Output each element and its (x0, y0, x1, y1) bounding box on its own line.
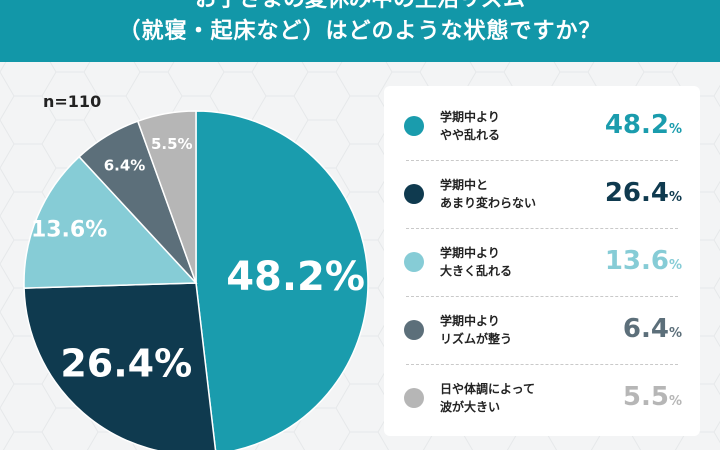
pie-slice-varies-by-day (136, 110, 197, 284)
legend-value: 13.6% (605, 246, 682, 281)
legend-value: 48.2% (605, 110, 682, 145)
legend-value-number: 13.6 (604, 246, 669, 276)
legend-divider (406, 160, 678, 161)
pie-slice-greatly-disrupted (23, 155, 198, 289)
chart-title-line1: お子さまの夏休み中の生活リズム (0, 0, 720, 14)
legend-value-number: 5.5 (622, 382, 669, 412)
legend-label-line1: 学期中より (440, 314, 500, 328)
title-banner: お子さまの夏休み中の生活リズム （就寝・起床など）はどのような状態ですか？ (0, 0, 720, 62)
legend-item-rhythm-improves: 学期中より リズムが整う 6.4% (384, 298, 700, 364)
legend-label: 学期中より やや乱れる (440, 108, 590, 144)
legend-swatch (404, 388, 424, 408)
chart-title-line2: （就寝・起床など）はどのような状態ですか？ (118, 19, 602, 44)
legend-value-number: 48.2 (604, 110, 669, 140)
legend-swatch (404, 116, 424, 136)
legend-item-unchanged: 学期中と あまり変わらない 26.4% (384, 162, 700, 228)
legend-value-unit: % (668, 122, 682, 137)
pie-label-varies-by-day: 5.5% (151, 135, 193, 153)
legend-item-slightly-disrupted: 学期中より やや乱れる 48.2% (384, 94, 700, 160)
legend-label: 学期中と あまり変わらない (440, 176, 590, 212)
legend-label: 学期中より リズムが整う (440, 312, 590, 348)
legend-label: 日や体調によって 波が大きい (440, 380, 590, 416)
legend-swatch (404, 320, 424, 340)
legend-label-line1: 学期中より (440, 110, 500, 124)
legend-value: 5.5% (623, 382, 682, 417)
legend-divider (406, 364, 678, 365)
legend-value-unit: % (668, 326, 682, 341)
legend-item-varies-by-day: 日や体調によって 波が大きい 5.5% (384, 366, 700, 432)
legend-item-greatly-disrupted: 学期中より 大きく乱れる 13.6% (384, 230, 700, 296)
legend-value-unit: % (668, 258, 682, 273)
legend-label-line2: あまり変わらない (440, 196, 537, 210)
pie-slice-slightly-disrupted (195, 110, 369, 450)
legend-label-line2: やや乱れる (440, 128, 501, 142)
legend-value: 6.4% (623, 314, 682, 349)
legend-value-unit: % (668, 394, 682, 409)
legend-value-number: 6.4 (622, 314, 669, 344)
legend-label-line1: 日や体調によって (440, 382, 536, 396)
sample-size-label: n=110 (43, 92, 102, 111)
pie-label-slightly-disrupted: 48.2% (226, 254, 365, 300)
legend-value: 26.4% (605, 178, 682, 213)
legend-label-line1: 学期中と (440, 178, 489, 192)
legend-label-line2: リズムが整う (440, 332, 513, 346)
pie-label-greatly-disrupted: 13.6% (31, 217, 107, 242)
legend-label-line1: 学期中より (440, 246, 500, 260)
legend-divider (406, 228, 678, 229)
legend-value-number: 26.4 (604, 178, 669, 208)
pie-slice-unchanged (23, 282, 217, 450)
legend-label-line2: 大きく乱れる (440, 264, 513, 278)
legend-swatch (404, 184, 424, 204)
legend-label-line2: 波が大きい (440, 400, 501, 414)
legend-card: 学期中より やや乱れる 48.2% 学期中と あまり変わらない 26.4% 学期… (384, 86, 700, 436)
pie-label-rhythm-improves: 6.4% (104, 156, 146, 174)
legend-divider (406, 296, 678, 297)
legend-label: 学期中より 大きく乱れる (440, 244, 590, 280)
legend-value-unit: % (668, 190, 682, 205)
pie-label-unchanged: 26.4% (60, 342, 192, 386)
legend-swatch (404, 252, 424, 272)
